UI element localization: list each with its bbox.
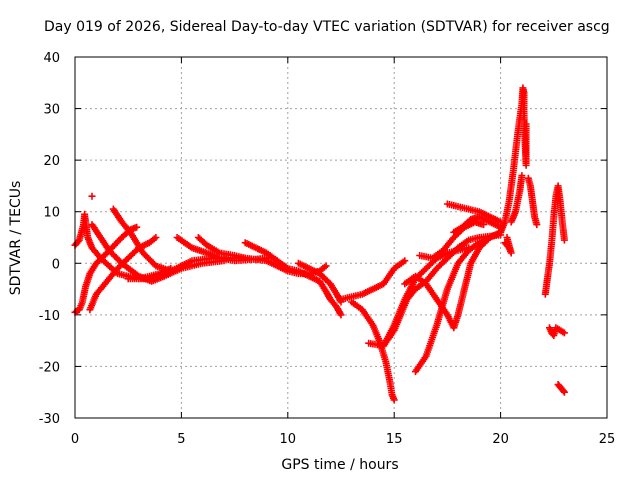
data-point-marker <box>518 172 526 180</box>
x-tick-label: 0 <box>71 432 79 447</box>
data-point-marker <box>322 262 330 270</box>
plot-frame <box>74 56 608 419</box>
data-point-marker <box>560 236 568 244</box>
data-point-marker <box>560 329 568 337</box>
data-point-marker <box>522 120 530 128</box>
data-markers <box>71 84 568 404</box>
data-point-marker <box>560 388 568 396</box>
x-tick-label: 15 <box>386 432 403 447</box>
y-tick-label: -10 <box>39 309 60 324</box>
data-point-marker <box>480 221 488 229</box>
x-tick-label: 10 <box>280 432 297 447</box>
y-tick-label: 20 <box>43 154 60 169</box>
y-axis-label: SDTVAR / TECUs <box>8 180 24 296</box>
data-point-marker <box>559 387 567 395</box>
data-point-marker <box>241 254 249 262</box>
y-tick-label: 40 <box>43 51 60 66</box>
x-tick-label: 20 <box>492 432 509 447</box>
data-point-marker <box>133 223 141 231</box>
data-point-marker <box>337 311 345 319</box>
data-point-marker <box>390 396 398 404</box>
x-axis-label: GPS time / hours <box>281 457 399 473</box>
x-tick-label: 5 <box>177 432 185 447</box>
y-tick-label: -20 <box>39 360 60 375</box>
data-point-marker <box>88 192 96 200</box>
data-point-marker <box>152 234 160 241</box>
y-tick-label: -30 <box>39 412 60 427</box>
x-tick-label: 25 <box>599 432 616 447</box>
data-point-marker <box>401 257 409 265</box>
data-point-marker <box>503 234 511 241</box>
chart-title: Day 019 of 2026, Sidereal Day-to-day VTE… <box>44 19 610 35</box>
y-tick-label: 0 <box>52 257 60 272</box>
y-tick-label: 30 <box>43 103 60 118</box>
y-tick-label: 10 <box>43 206 60 221</box>
data-point-marker <box>533 221 541 229</box>
